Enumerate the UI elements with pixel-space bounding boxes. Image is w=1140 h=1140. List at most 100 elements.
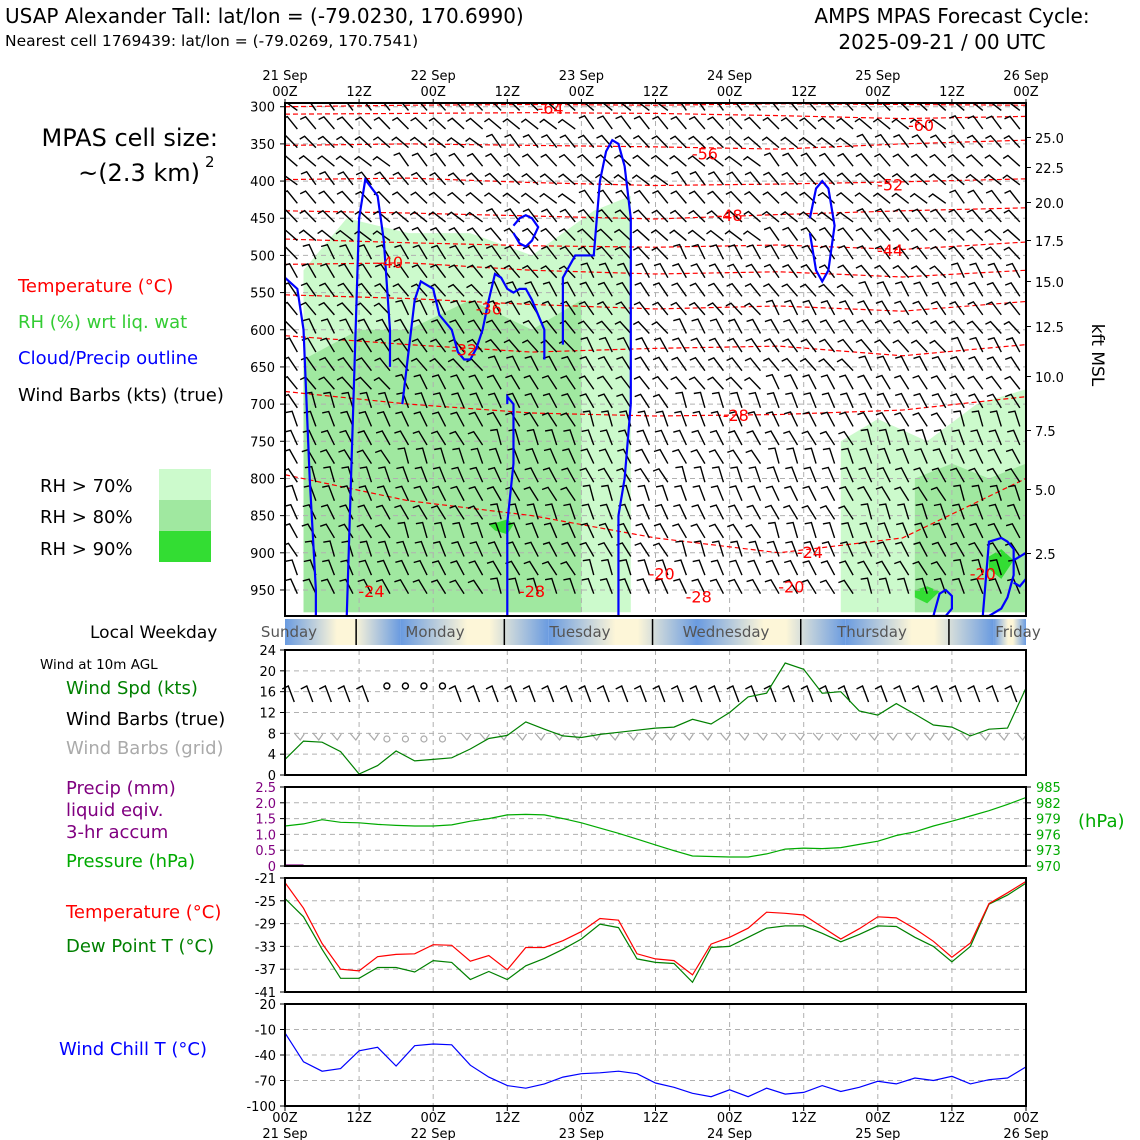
surface-barb	[745, 685, 759, 703]
wind-barb	[529, 103, 539, 111]
day-band	[548, 619, 697, 645]
wind-barb	[895, 392, 910, 409]
wind-barb	[910, 153, 928, 167]
wind-barb	[669, 155, 687, 167]
wind-barb	[468, 374, 484, 390]
surface-grid-barb	[997, 732, 1009, 741]
wind-barb	[1004, 375, 1021, 390]
wind-barb	[802, 411, 817, 427]
wind-barb	[819, 319, 836, 334]
wind-barb	[725, 190, 743, 204]
wind-barb	[413, 374, 428, 390]
wind-barb	[753, 103, 762, 111]
wind-barb	[817, 117, 836, 130]
wind-barb	[951, 262, 965, 279]
wind-barb	[953, 410, 965, 427]
wind-barb	[414, 540, 428, 557]
wind-barb	[357, 578, 373, 595]
rh-region-80	[303, 300, 582, 613]
wind-barb	[372, 136, 391, 149]
surface-barb	[800, 685, 814, 703]
wind-barb	[632, 135, 650, 149]
wind-barb	[988, 578, 1002, 594]
calm-circle-grid	[383, 735, 391, 743]
wind-barb	[820, 560, 836, 576]
wind-barb	[447, 283, 465, 297]
wind-barb	[965, 173, 984, 186]
wind-barb	[467, 319, 484, 334]
wind-barb	[782, 152, 799, 167]
wind-barb	[802, 485, 817, 502]
wind-barb	[376, 410, 391, 427]
wind-barb	[540, 339, 558, 353]
wind-barb	[357, 244, 373, 260]
temp-contour-label: -32	[451, 341, 477, 360]
wind-barb	[337, 282, 354, 297]
wind-barb	[428, 117, 447, 130]
wind-barb	[299, 301, 317, 316]
surface-barb	[652, 685, 666, 703]
wind-barb	[690, 263, 706, 279]
wind-barb	[838, 430, 854, 446]
wind-barb	[947, 228, 965, 242]
wind-barb	[468, 485, 484, 502]
wind-barb	[598, 522, 613, 539]
wind-barb	[766, 540, 780, 557]
wind-barb	[579, 393, 595, 409]
wind-barb	[949, 355, 965, 372]
surface-barb	[615, 685, 629, 703]
wind-barb	[911, 134, 928, 149]
wind-barb	[838, 560, 854, 576]
wind-barb	[687, 155, 706, 167]
wind-barb	[285, 356, 298, 372]
wind-barb	[285, 410, 299, 427]
wind-barb	[539, 118, 558, 130]
wind-barb	[929, 265, 947, 279]
wind-barb	[688, 190, 706, 204]
wind-barb	[836, 172, 854, 186]
wind-barb	[650, 174, 669, 186]
wind-barb	[412, 504, 428, 520]
wind-barb	[802, 560, 817, 576]
pressure-tick-label: 450	[250, 212, 275, 227]
wind-barb	[726, 171, 743, 186]
wind-barb	[912, 560, 928, 576]
wind-barb	[596, 134, 613, 149]
wind-barb	[780, 191, 799, 204]
wind-barb	[540, 227, 558, 242]
wind-barb	[689, 356, 706, 372]
wind-barb	[931, 541, 947, 557]
wind-barb	[541, 245, 558, 260]
wind-barb	[576, 173, 595, 186]
wind-barb	[486, 486, 502, 502]
wind-barb	[1005, 337, 1021, 353]
wind-barb	[356, 337, 373, 353]
wind-barb	[1004, 542, 1021, 557]
wind-barb	[415, 521, 428, 539]
wind-barb	[300, 356, 317, 372]
wind-barb	[822, 521, 836, 539]
wind-barb	[448, 152, 465, 167]
wind-barb	[579, 541, 595, 557]
wind-barb	[735, 103, 743, 111]
wind-barb	[771, 103, 780, 111]
wind-barb	[635, 337, 650, 353]
temp-contour-label: -60	[908, 116, 934, 135]
surface-barb	[819, 685, 833, 703]
wind-barb	[560, 375, 576, 390]
wind-barb	[819, 505, 836, 520]
wind-barb	[856, 319, 873, 334]
wind-barb	[451, 466, 465, 483]
wind-barb	[782, 226, 799, 241]
wind-barb	[430, 319, 447, 334]
wind-barb	[856, 208, 873, 223]
wind-barb	[858, 355, 873, 371]
wind-barb	[395, 485, 410, 502]
wind-barb	[984, 154, 1002, 167]
surface-barb	[596, 685, 610, 703]
wind-barb	[762, 357, 780, 372]
wind-barb	[687, 229, 706, 242]
wind-barb	[383, 103, 391, 111]
wind-barb	[320, 504, 336, 520]
wind-barb	[375, 318, 391, 334]
